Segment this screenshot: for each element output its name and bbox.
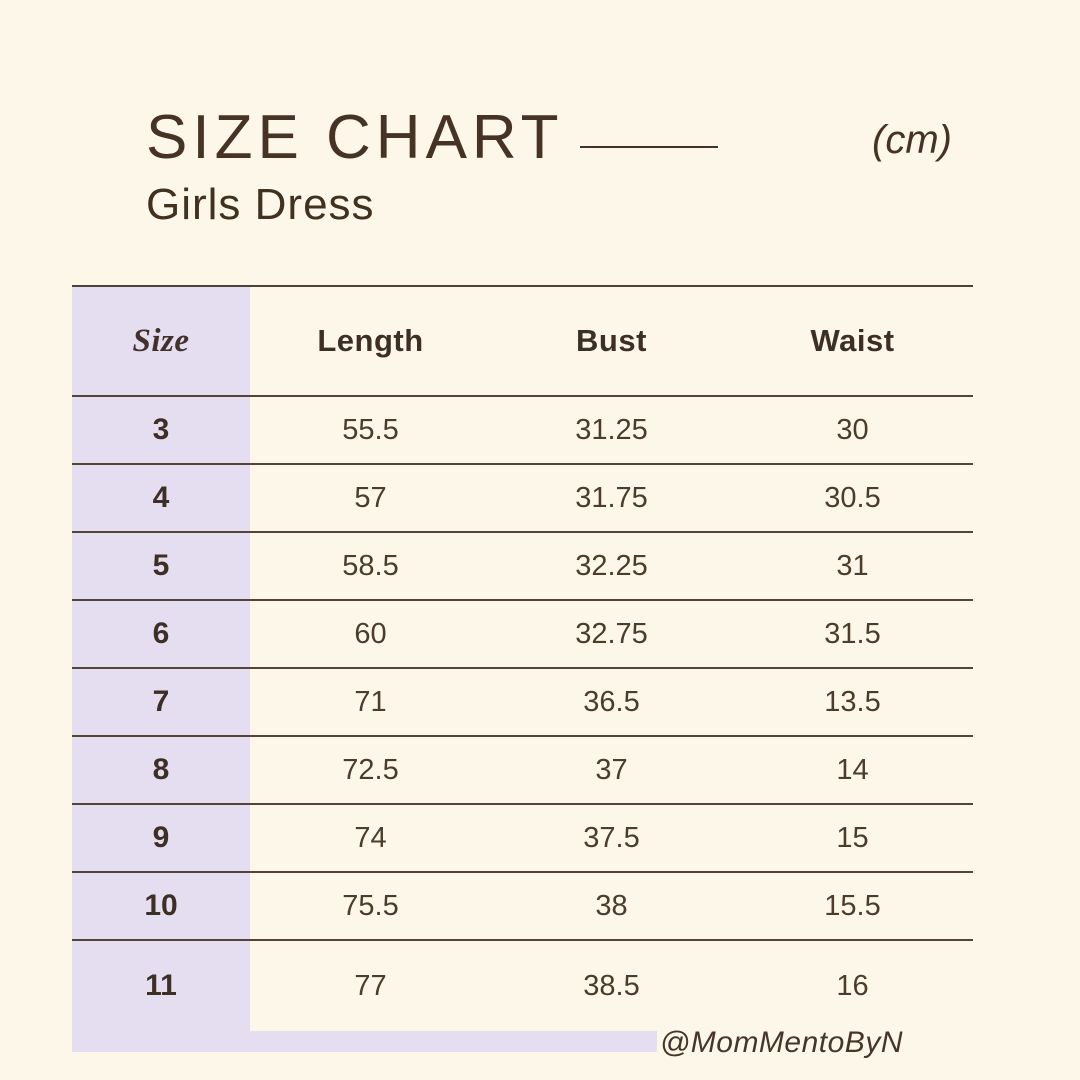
page-subtitle: Girls Dress — [146, 180, 375, 229]
cell-size: 11 — [72, 941, 250, 1031]
cell-size: 5 — [72, 533, 250, 599]
cell-size: 3 — [72, 397, 250, 463]
cell-waist: 14 — [836, 753, 869, 786]
table-row: 8 72.5 37 14 — [72, 737, 973, 805]
cell-size: 7 — [72, 669, 250, 735]
unit-label: (cm) — [872, 118, 952, 162]
title-decorative-rule — [580, 146, 718, 148]
cell-waist: 15.5 — [824, 889, 881, 922]
table-row: 4 57 31.75 30.5 — [72, 465, 973, 533]
cell-length: 58.5 — [342, 549, 399, 582]
cell-size: 9 — [72, 805, 250, 871]
cell-bust: 31.25 — [575, 413, 648, 446]
watermark: @MomMentoByN — [659, 1026, 903, 1059]
cell-bust: 37 — [595, 753, 628, 786]
cell-length: 60 — [354, 617, 387, 650]
cell-length: 55.5 — [342, 413, 399, 446]
cell-size: 6 — [72, 601, 250, 667]
cell-length: 74 — [354, 821, 387, 854]
column-header-size: Size — [72, 287, 250, 395]
table-row: 6 60 32.75 31.5 — [72, 601, 973, 669]
cell-waist: 15 — [836, 821, 869, 854]
table-row: 9 74 37.5 15 — [72, 805, 973, 873]
cell-bust: 38 — [595, 889, 628, 922]
page-title: SIZE CHART — [146, 103, 564, 172]
table-header-row: Size Length Bust Waist — [72, 287, 973, 397]
cell-waist: 16 — [836, 969, 869, 1002]
cell-length: 75.5 — [342, 889, 399, 922]
cell-waist: 31 — [836, 549, 869, 582]
cell-length: 57 — [354, 481, 387, 514]
column-header-length: Length — [317, 323, 424, 358]
column-header-bust: Bust — [576, 323, 647, 358]
size-chart-table: Size Length Bust Waist 3 55.5 31.25 30 4… — [72, 285, 973, 1031]
table-row: 10 75.5 38 15.5 — [72, 873, 973, 941]
cell-length: 72.5 — [342, 753, 399, 786]
cell-size: 4 — [72, 465, 250, 531]
cell-size: 10 — [72, 873, 250, 939]
cell-bust: 37.5 — [583, 821, 640, 854]
table-row: 3 55.5 31.25 30 — [72, 397, 973, 465]
footer-accent-strip — [72, 1031, 657, 1052]
cell-bust: 38.5 — [583, 969, 640, 1002]
cell-waist: 30.5 — [824, 481, 881, 514]
cell-size: 8 — [72, 737, 250, 803]
cell-bust: 31.75 — [575, 481, 648, 514]
table-row: 11 77 38.5 16 — [72, 941, 973, 1031]
cell-bust: 32.75 — [575, 617, 648, 650]
cell-bust: 32.25 — [575, 549, 648, 582]
table-row: 7 71 36.5 13.5 — [72, 669, 973, 737]
cell-waist: 31.5 — [824, 617, 881, 650]
cell-waist: 30 — [836, 413, 869, 446]
table-row: 5 58.5 32.25 31 — [72, 533, 973, 601]
column-header-waist: Waist — [810, 323, 895, 358]
cell-length: 71 — [354, 685, 387, 718]
cell-waist: 13.5 — [824, 685, 881, 718]
cell-length: 77 — [354, 969, 387, 1002]
cell-bust: 36.5 — [583, 685, 640, 718]
